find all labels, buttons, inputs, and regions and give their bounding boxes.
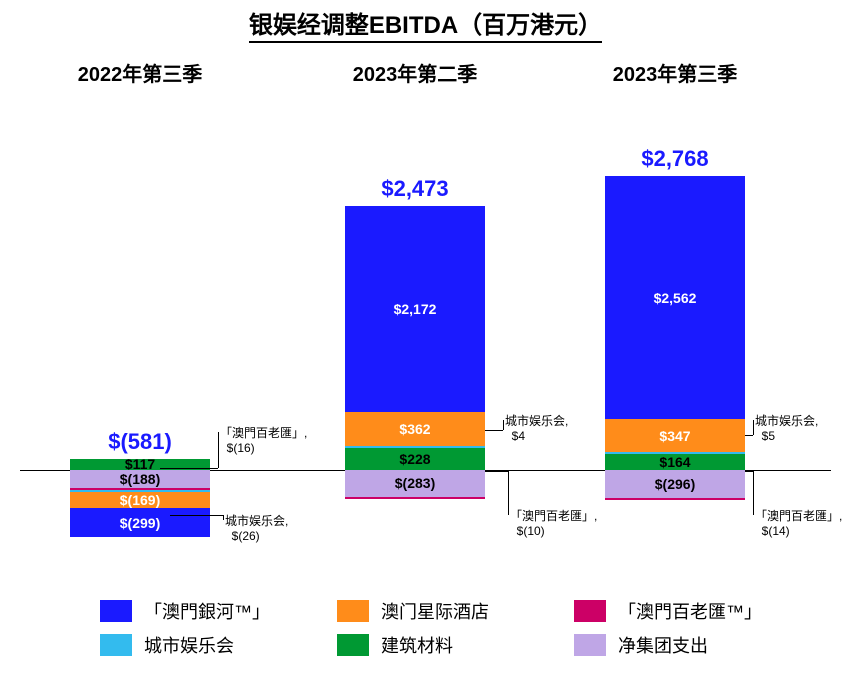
total-label-2: $2,768 (575, 146, 775, 172)
legend-label-netcorp: 净集团支出 (618, 632, 708, 658)
callout-line (170, 515, 210, 516)
seg-construction-1: $228 (345, 448, 485, 470)
period-label-1: 2023年第二季 (315, 58, 515, 87)
callout-line (753, 471, 754, 515)
callout-line (218, 432, 219, 468)
callout-line (210, 515, 223, 516)
callout-line (210, 468, 218, 469)
callout-line (160, 468, 210, 469)
legend-swatch-cityclub (100, 634, 132, 656)
legend: 「澳門銀河™」 澳门星际酒店 「澳門百老匯™」城市娱乐会 建筑材料 净集团支出 (100, 598, 791, 658)
seg-cityclub-1 (345, 446, 485, 448)
chart-title-text: 银娱经调整EBITDA（百万港元） (249, 12, 602, 43)
seg-netcorp-2: $(296) (605, 470, 745, 498)
callout-cityclub-0: 城市娱乐会, $(26) (225, 512, 288, 543)
callout-cityclub-1: 城市娱乐会, $4 (505, 412, 568, 443)
chart-area: $117$(188)$(169)$(299)$(581)$228$362$2,1… (0, 90, 851, 510)
total-label-0: $(581) (40, 429, 240, 455)
seg-galaxy-0: $(299) (70, 508, 210, 536)
period-label-0: 2022年第三季 (40, 58, 240, 87)
callout-broadway-1: 「澳門百老匯」, $(10) (510, 507, 597, 538)
legend-swatch-netcorp (574, 634, 606, 656)
seg-starworld-2: $347 (605, 419, 745, 452)
callout-line (745, 435, 753, 436)
seg-starworld-0: $(169) (70, 492, 210, 508)
seg-galaxy-1: $2,172 (345, 206, 485, 412)
legend-swatch-galaxy (100, 600, 132, 622)
seg-broadway-1 (345, 497, 485, 499)
total-label-1: $2,473 (315, 176, 515, 202)
bar-group-1: $228$362$2,172 $(283) (345, 90, 485, 510)
callout-line (503, 420, 504, 430)
callout-cityclub-2: 城市娱乐会, $5 (755, 412, 818, 443)
seg-construction-2: $164 (605, 454, 745, 470)
seg-netcorp-1: $(283) (345, 470, 485, 497)
seg-cityclub-2 (605, 452, 745, 454)
callout-line (508, 471, 509, 515)
legend-label-broadway: 「澳門百老匯™」 (618, 598, 762, 624)
legend-label-cityclub: 城市娱乐会 (144, 632, 234, 658)
legend-label-construction: 建筑材料 (381, 632, 453, 658)
legend-item-netcorp: 净集团支出 (574, 632, 791, 658)
legend-swatch-broadway (574, 600, 606, 622)
callout-line (223, 515, 224, 520)
legend-swatch-construction (337, 634, 369, 656)
legend-label-starworld: 澳门星际酒店 (381, 598, 489, 624)
legend-item-galaxy: 「澳門銀河™」 (100, 598, 317, 624)
legend-item-construction: 建筑材料 (337, 632, 554, 658)
chart-title: 银娱经调整EBITDA（百万港元） (0, 5, 851, 40)
callout-line (753, 420, 754, 435)
callout-broadway-2: 「澳門百老匯」, $(14) (755, 507, 842, 538)
legend-item-broadway: 「澳門百老匯™」 (574, 598, 791, 624)
period-label-2: 2023年第三季 (575, 58, 775, 87)
callout-broadway-0: 「澳門百老匯」, $(16) (220, 424, 307, 455)
callout-line (745, 471, 753, 472)
callout-line (485, 430, 503, 431)
seg-galaxy-2: $2,562 (605, 176, 745, 419)
legend-swatch-starworld (337, 600, 369, 622)
seg-netcorp-0: $(188) (70, 470, 210, 488)
legend-label-galaxy: 「澳門銀河™」 (144, 598, 270, 624)
seg-starworld-1: $362 (345, 412, 485, 446)
legend-item-cityclub: 城市娱乐会 (100, 632, 317, 658)
legend-item-starworld: 澳门星际酒店 (337, 598, 554, 624)
callout-line (485, 471, 508, 472)
seg-broadway-2 (605, 498, 745, 500)
